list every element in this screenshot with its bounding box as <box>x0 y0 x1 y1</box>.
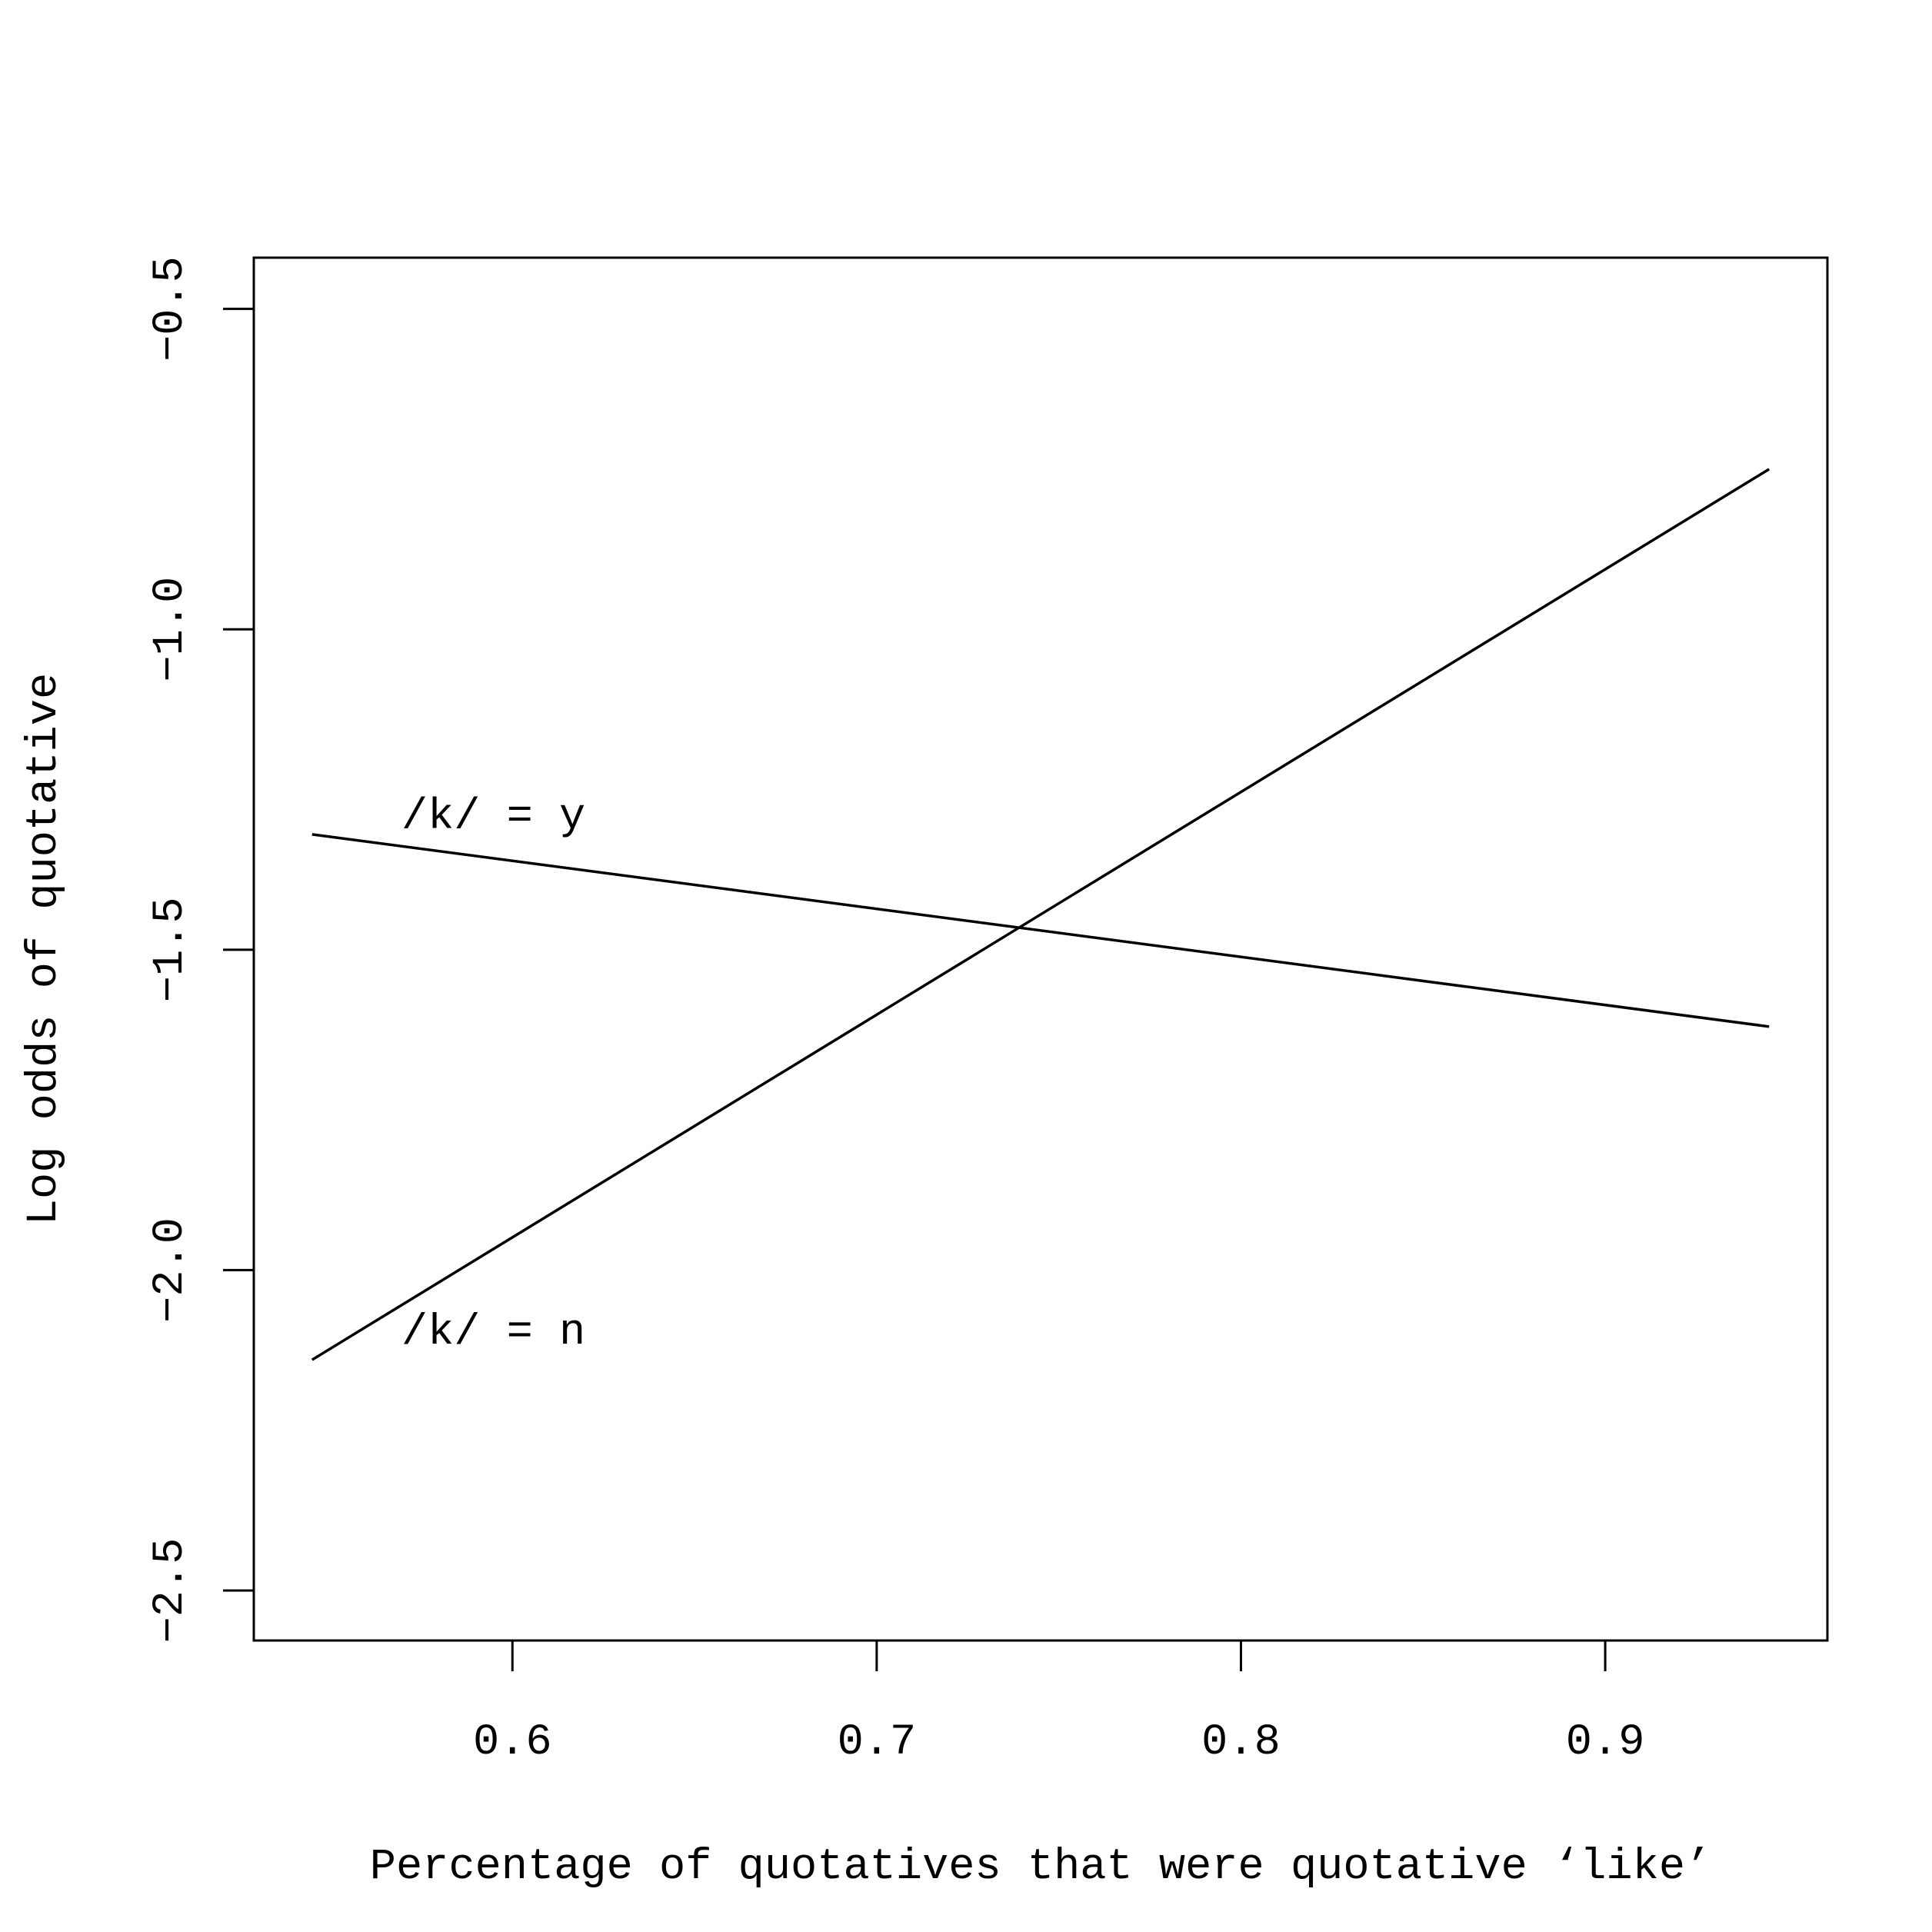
series-annotation-1: /k/ = y <box>401 793 585 842</box>
plot-frame <box>252 256 1829 1642</box>
series-line-2 <box>311 468 1770 1361</box>
series-layer <box>311 468 1770 1361</box>
y-tick-label: −1.5 <box>146 897 195 1002</box>
y-axis-label: Log odds of quotative <box>20 673 69 1225</box>
y-tick-label: −0.5 <box>146 256 195 361</box>
x-axis: 0.6 0.7 0.8 0.9 <box>473 1639 1645 1767</box>
annotation-layer: /k/ = y/k/ = n <box>401 793 585 1358</box>
x-axis-label: Percentage of quotatives that were quota… <box>370 1843 1711 1892</box>
y-tick-label: −1.0 <box>146 577 195 682</box>
x-tick-label: 0.7 <box>838 1718 917 1767</box>
series-annotation-2: /k/ = n <box>401 1308 585 1357</box>
y-axis: −2.5 −2.0 −1.5 −1.0 −0.5 <box>146 256 255 1644</box>
x-tick-label: 0.8 <box>1201 1718 1281 1767</box>
y-tick-label: −2.0 <box>146 1217 195 1323</box>
x-tick-label: 0.6 <box>473 1718 552 1767</box>
series-line-1 <box>311 833 1770 1028</box>
x-tick-label: 0.9 <box>1566 1718 1645 1767</box>
y-tick-label: −2.5 <box>146 1538 195 1644</box>
